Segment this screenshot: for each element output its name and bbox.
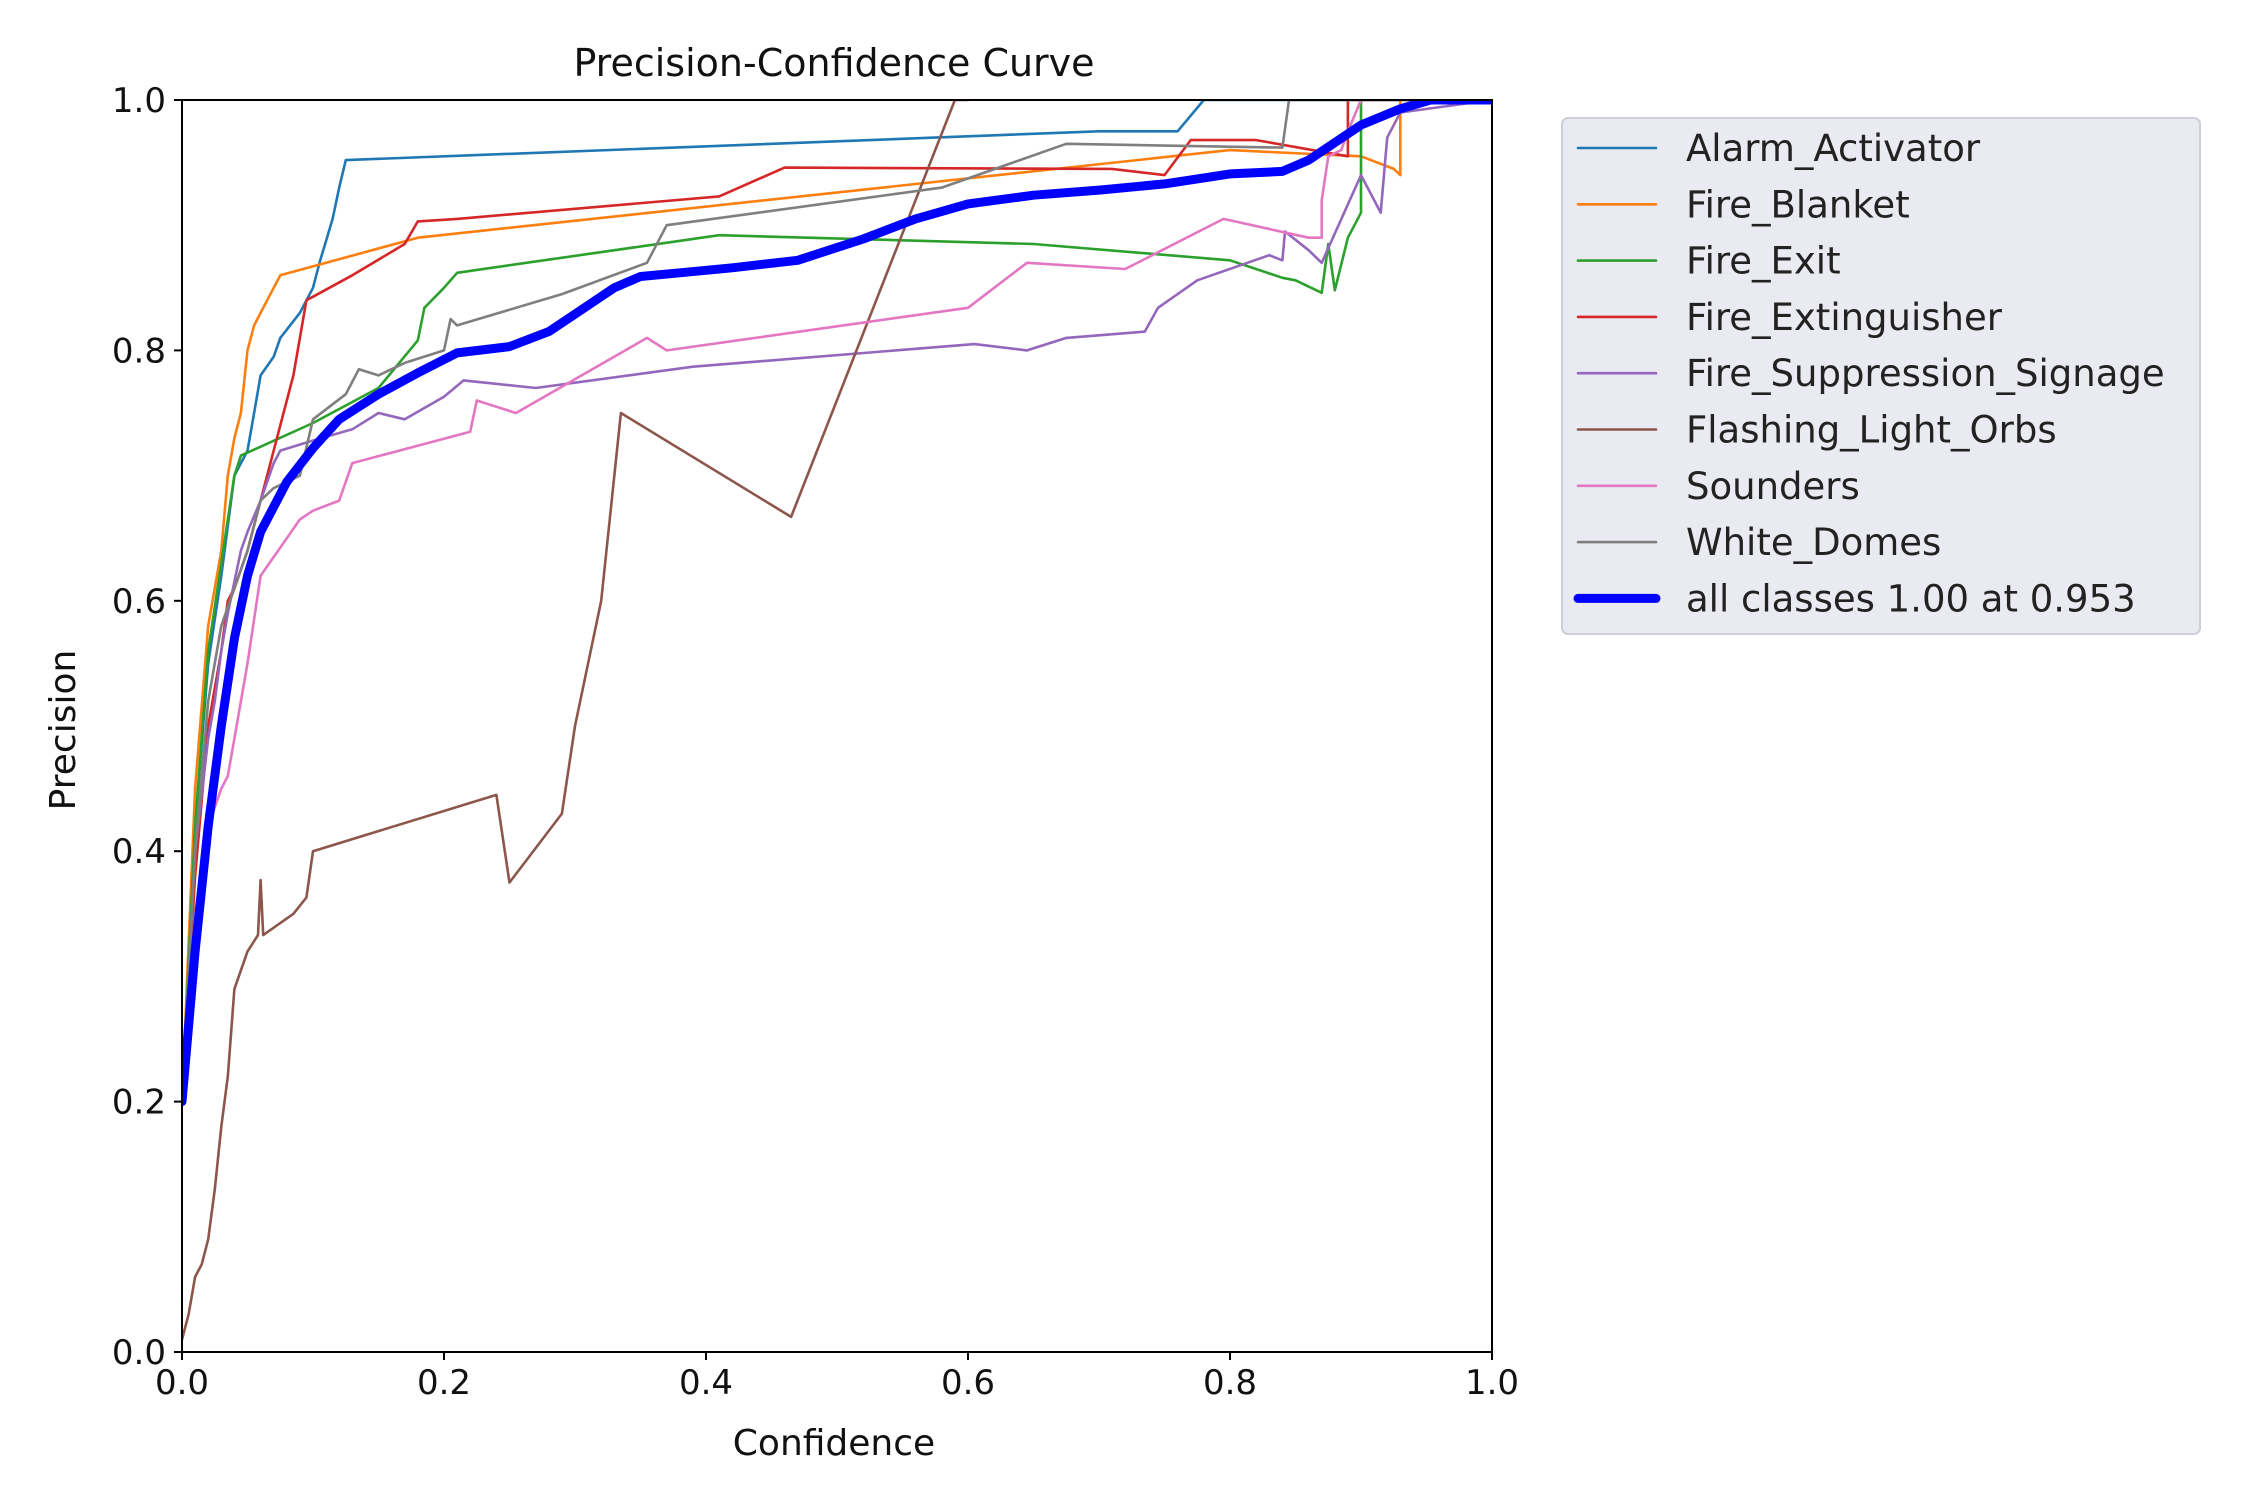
legend-box	[1561, 117, 2201, 635]
legend-label: Fire_Exit	[1686, 240, 1841, 283]
series-line-6	[182, 100, 1492, 1103]
series-line-all-classes	[182, 100, 1492, 1107]
legend-label: all classes 1.00 at 0.953	[1686, 577, 2136, 620]
series-line-2	[182, 100, 1492, 1103]
series-line-5	[182, 100, 970, 1341]
legend-label: Fire_Suppression_Signage	[1686, 352, 2165, 395]
x-tick-label: 0.6	[941, 1363, 995, 1403]
x-tick-label: 0.4	[679, 1363, 733, 1403]
x-tick-label: 0.2	[417, 1363, 471, 1403]
legend-label: Flashing_Light_Orbs	[1686, 409, 2057, 452]
legend: Alarm_Activator Fire_Blanket Fire_Exit Fire…	[1561, 117, 2201, 635]
plot-area: 0.00.0 0.2 0.2 0.4 0.4 0.6 0.6 0.8 0.8 1.0 1.0	[112, 81, 1519, 1403]
series-line-0	[182, 100, 1492, 1103]
y-tick-label: 0.0	[112, 1333, 166, 1373]
x-tick-label: 1.0	[1465, 1363, 1519, 1403]
series-line-4	[182, 100, 1492, 1103]
chart-title: Precision-Confidence Curve	[573, 41, 1094, 85]
x-axis-title: Confidence	[733, 1423, 935, 1464]
legend-label: Fire_Blanket	[1686, 183, 1910, 226]
legend-label: Alarm_Activator	[1686, 127, 1981, 170]
legend-label: White_Domes	[1686, 521, 1941, 564]
y-tick-label: 0.6	[112, 582, 166, 622]
series-line-1	[182, 100, 1492, 1103]
y-tick-label: 0.8	[112, 331, 166, 371]
plot-frame	[181, 99, 1493, 1353]
x-tick-label: 0.8	[1203, 1363, 1257, 1403]
legend-label: Fire_Extinguisher	[1686, 296, 2003, 339]
series-line-7	[182, 100, 1492, 1103]
series-lines	[182, 100, 1492, 1341]
x-tick-label: 0.0	[155, 1363, 209, 1403]
legend-label: Sounders	[1686, 465, 1860, 508]
y-tick-label: 0.4	[112, 832, 166, 872]
y-tick-label: 1.0	[112, 81, 166, 121]
y-tick-label: 0.2	[112, 1083, 166, 1123]
y-axis-title: Precision	[43, 650, 84, 811]
